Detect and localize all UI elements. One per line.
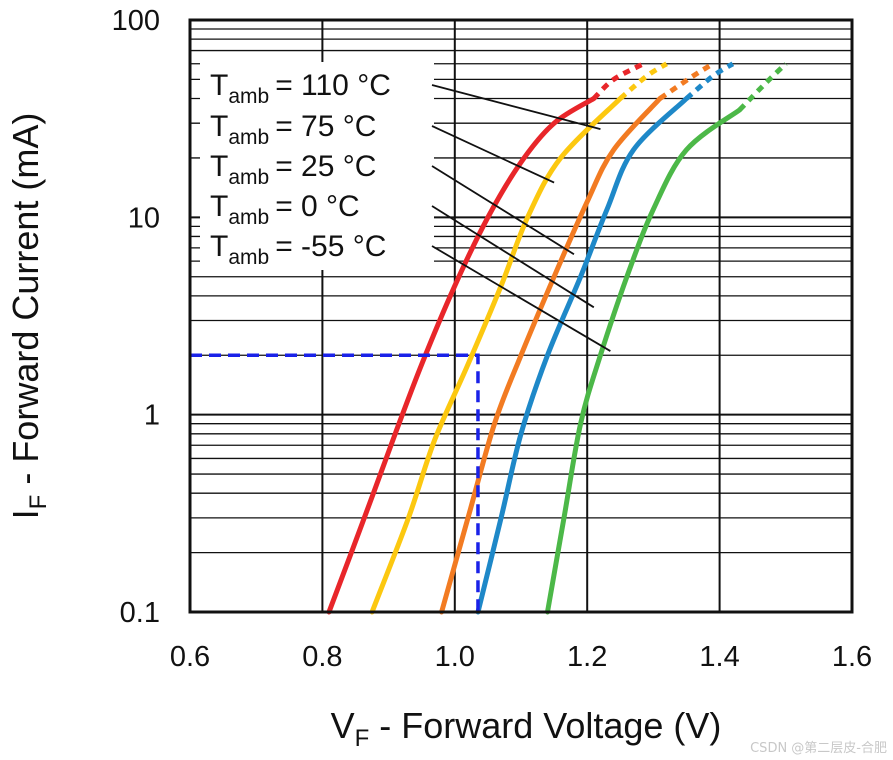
- y-tick-label: 100: [112, 5, 160, 37]
- legend-leader-line: [431, 125, 555, 184]
- legend-symbol: T: [210, 230, 228, 263]
- curve--55c-extrapolated: [737, 62, 788, 112]
- plot-frame: [188, 18, 854, 614]
- x-tick-label: 1.4: [699, 641, 739, 673]
- y-tick-label: 10: [128, 202, 160, 234]
- legend-symbol-sub: amb: [228, 206, 269, 229]
- curve-0c: [475, 96, 689, 615]
- legend-entry-110c: Tamb = 110 °C: [210, 69, 391, 108]
- legend-entry-0c: Tamb = 0 °C: [210, 190, 360, 229]
- reference-annotation: [190, 353, 480, 612]
- curve-0c-extrapolated: [684, 61, 735, 101]
- curve-110c: [326, 96, 597, 615]
- legend-leader-line: [431, 165, 575, 256]
- legend-value: = 25 °C: [275, 150, 376, 183]
- x-tick-label: 0.8: [302, 641, 342, 673]
- legend-leader-line: [431, 245, 611, 352]
- legend-symbol: T: [210, 190, 228, 223]
- curve-25c: [439, 96, 663, 615]
- legend-symbol: T: [210, 150, 228, 183]
- watermark: CSDN @第二层皮-合肥: [750, 741, 887, 756]
- legend-value: = 110 °C: [275, 69, 391, 102]
- legend-symbol: T: [210, 69, 228, 102]
- legend-value: = 75 °C: [275, 110, 376, 143]
- legend-symbol: T: [210, 110, 228, 143]
- legend-leader-line: [431, 84, 601, 130]
- legend-symbol-sub: amb: [228, 246, 269, 269]
- x-tick-label: 1.6: [832, 641, 872, 673]
- x-axis-title: VF - Forward Voltage (V): [331, 705, 722, 752]
- curve--55c: [545, 107, 742, 615]
- curve-110c-extrapolated: [592, 61, 645, 101]
- series-curves: [326, 61, 788, 615]
- y-tick-label: 0.1: [120, 597, 160, 629]
- y-tick-label: 1: [144, 400, 160, 432]
- curve-75c: [369, 96, 623, 615]
- y-axis-title-sub: F: [25, 495, 52, 510]
- legend: Tamb = 110 °C Tamb = 75 °C Tamb = 25 °C Tamb = …: [200, 62, 611, 352]
- x-tick-label: 1.2: [567, 641, 607, 673]
- curve-25c-extrapolated: [658, 61, 715, 101]
- legend-entry-75c: Tamb = 75 °C: [210, 110, 376, 149]
- curve-75c-extrapolated: [618, 61, 668, 101]
- legend-entry-25c: Tamb = 25 °C: [210, 150, 376, 189]
- tick-labels: 0.6 0.8 1.0 1.2 1.4 1.6 0.1 1 10 100: [112, 5, 873, 673]
- x-axis-title-sub: F: [355, 725, 370, 752]
- legend-value: = 0 °C: [275, 190, 360, 223]
- y-axis-title: IF - Forward Current (mA): [5, 113, 52, 520]
- legend-symbol-sub: amb: [228, 85, 269, 108]
- legend-value: = -55 °C: [275, 230, 386, 263]
- x-axis-title-main: V: [331, 705, 355, 746]
- reference-dashed-line: [190, 353, 480, 612]
- x-tick-label: 1.0: [435, 641, 475, 673]
- x-axis-title-rest: - Forward Voltage (V): [369, 705, 721, 746]
- y-axis-title-main: I: [5, 509, 46, 519]
- legend-entry--55c: Tamb = -55 °C: [210, 230, 386, 269]
- legend-leader-line: [431, 205, 595, 309]
- legend-background: [200, 62, 434, 270]
- x-tick-label: 0.6: [170, 641, 210, 673]
- legend-symbol-sub: amb: [228, 166, 269, 189]
- legend-symbol-sub: amb: [228, 126, 269, 149]
- y-axis-title-rest: - Forward Current (mA): [5, 113, 46, 495]
